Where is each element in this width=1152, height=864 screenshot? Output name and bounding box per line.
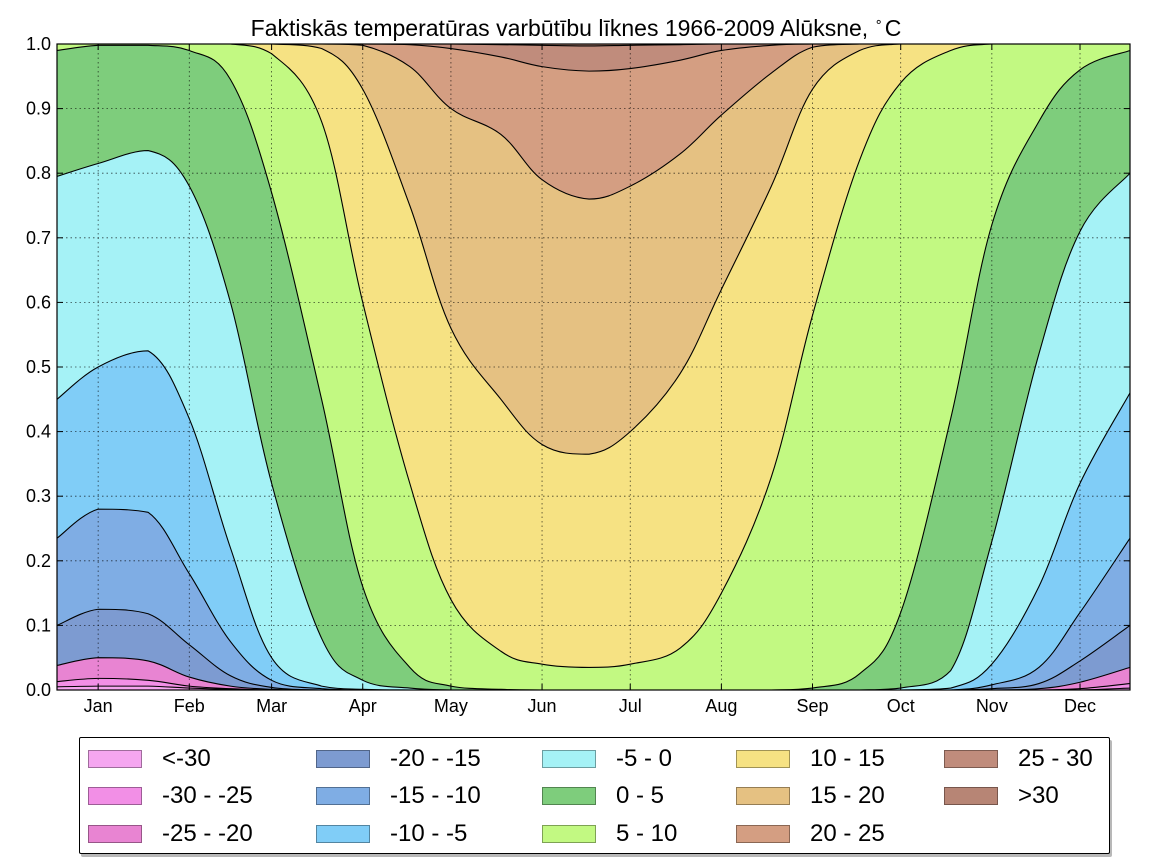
legend-label: 10 - 15 <box>810 745 885 772</box>
boundary-line-9 <box>56 43 1130 668</box>
legend-label: >30 <box>1018 782 1059 809</box>
legend-label: 0 - 5 <box>616 782 665 809</box>
legend-label: -25 - -20 <box>162 820 253 847</box>
x-tick-label: Oct <box>887 696 915 716</box>
y-tick-label: 0.3 <box>26 486 51 506</box>
legend-label: -30 - -25 <box>162 782 253 809</box>
probability-area-chart: 0.0 0.1 0.2 0.3 0.4 0.5 0.6 0.7 0.8 0.9 1.0 Jan Feb M… <box>26 34 1131 716</box>
legend-swatch <box>88 787 142 805</box>
y-tick-label: 0.2 <box>26 551 51 571</box>
y-tick-label: 1.0 <box>26 34 51 54</box>
x-tick-label: May <box>434 696 468 716</box>
legend-swatch <box>944 787 998 805</box>
legend-swatch <box>542 750 596 768</box>
x-tick-label: Sep <box>796 696 828 716</box>
legend-label: -20 - -15 <box>390 745 481 772</box>
legend-label: 20 - 25 <box>810 820 885 847</box>
area-band-14 <box>57 44 1130 46</box>
legend-label: 5 - 10 <box>616 820 678 847</box>
legend-label: 15 - 20 <box>810 782 885 809</box>
area-band-12 <box>57 44 1130 200</box>
unit-label: C <box>884 15 902 41</box>
degree-symbol: ∘ <box>874 14 883 29</box>
legend-label: -15 - -10 <box>390 782 481 809</box>
x-tick-label: Jul <box>619 696 642 716</box>
y-tick-label: 0.5 <box>26 357 51 377</box>
legend-swatch <box>944 750 998 768</box>
chart-title-text: Faktiskās temperatūras varbūtību līknes … <box>250 15 869 41</box>
x-tick-label: Aug <box>705 696 737 716</box>
x-tick-label: Feb <box>174 696 205 716</box>
legend-label: <-30 <box>162 745 211 772</box>
x-tick-label: Jan <box>84 696 113 716</box>
area-band-7 <box>57 150 1130 691</box>
legend-swatch <box>88 750 142 768</box>
y-tick-label: 0.4 <box>26 422 51 442</box>
x-tick-label: Jun <box>528 696 557 716</box>
legend-label: -10 - -5 <box>390 820 468 847</box>
legend-swatch <box>88 825 142 843</box>
y-tick-label: 0.6 <box>26 292 51 312</box>
y-tick-label: 0.9 <box>26 99 51 119</box>
area-band-6 <box>57 350 1130 690</box>
area-band-11 <box>57 44 1130 455</box>
y-tick-label: 0.1 <box>26 615 51 635</box>
legend-label: -5 - 0 <box>616 745 673 772</box>
chart-legend: <-30 -30 - -25 -25 - -20 -20 - -15 -15 - -10… <box>79 737 1110 854</box>
legend-swatch <box>316 750 370 768</box>
legend-label: 25 - 30 <box>1018 745 1093 772</box>
area-band-13 <box>57 44 1130 72</box>
x-tick-label: Mar <box>256 696 287 716</box>
chart-title: Faktiskās temperatūras varbūtību līknes … <box>0 14 1152 42</box>
y-tick-label: 0.7 <box>26 228 51 248</box>
legend-swatch <box>542 787 596 805</box>
x-tick-label: Nov <box>976 696 1008 716</box>
x-tick-label: Apr <box>349 696 377 716</box>
y-tick-label: 0.0 <box>26 680 51 700</box>
area-band-8 <box>57 45 1130 691</box>
legend-swatch <box>736 787 790 805</box>
area-band-9 <box>57 44 1130 690</box>
area-band-10 <box>57 44 1130 668</box>
legend-swatch <box>542 825 596 843</box>
legend-swatch <box>316 825 370 843</box>
legend-swatch <box>316 787 370 805</box>
y-tick-label: 0.8 <box>26 163 51 183</box>
legend-swatch <box>736 825 790 843</box>
legend-swatch <box>736 750 790 768</box>
x-tick-label: Dec <box>1064 696 1096 716</box>
